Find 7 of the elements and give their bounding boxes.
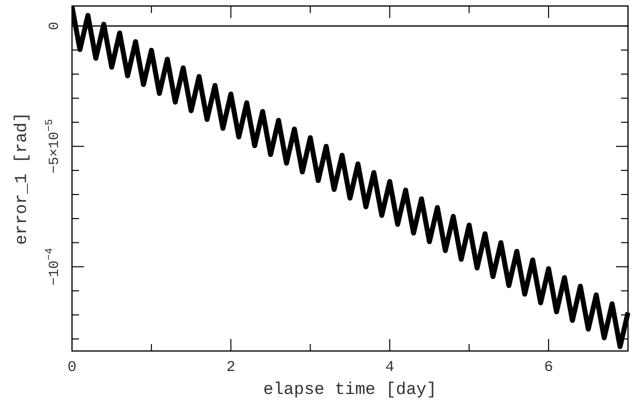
x-tick-label: 2 xyxy=(226,359,236,376)
x-axis-title: elapse time [day] xyxy=(263,381,437,400)
y-axis-title: error_1 [rad] xyxy=(13,112,32,245)
x-tick-label: 0 xyxy=(67,359,77,376)
y-tick-label: 0 xyxy=(47,22,63,30)
x-tick-label: 4 xyxy=(385,359,394,376)
x-tick-label: 6 xyxy=(544,359,554,376)
